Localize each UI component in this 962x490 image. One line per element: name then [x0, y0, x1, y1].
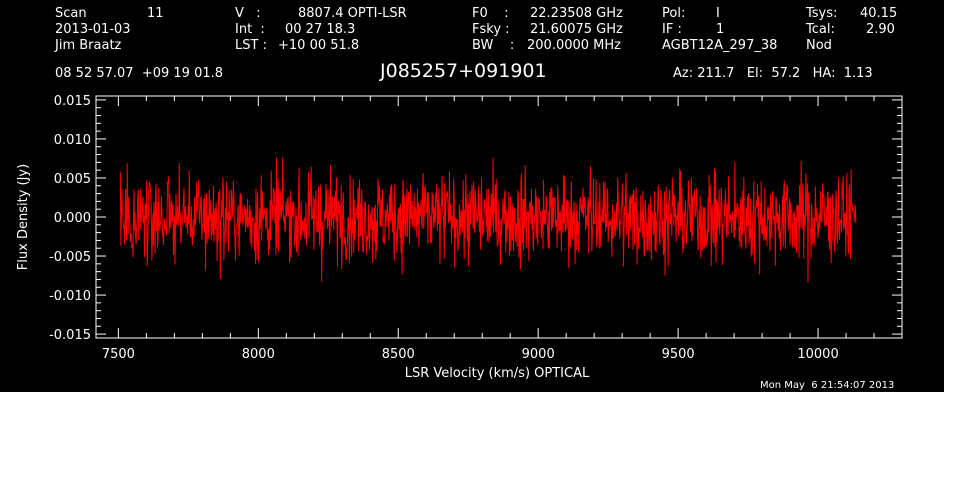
az-el-ha: Az: 211.7 El: 57.2 HA: 1.13 — [673, 66, 873, 81]
spectrum-trace-group — [119, 156, 857, 283]
tsys-label: Tsys: — [806, 6, 838, 21]
y-tick-label: -0.010 — [49, 289, 91, 304]
y-tick-label: 0.015 — [54, 94, 91, 109]
polarization-label: Pol: — [662, 6, 686, 21]
rest-frequency-value: 22.23508 GHz — [530, 6, 623, 21]
if-value: 1 — [716, 22, 725, 37]
x-tick-label: 8000 — [242, 347, 275, 362]
y-tick-label: 0.010 — [54, 133, 91, 148]
sky-frequency-label: Fsky : — [472, 22, 510, 37]
spectrum-chart: 7500 8000 8500 9000 9500 10000 0.015 0.010 0.005… — [16, 94, 903, 381]
plot-timestamp: Mon May 6 21:54:07 2013 — [760, 380, 895, 391]
integration-label: Int : — [235, 22, 265, 37]
y-tick-label: 0.000 — [54, 211, 91, 226]
rest-frequency-label: F0 : — [472, 6, 509, 21]
plot-frame — [95, 95, 903, 339]
lst-value: +10 00 51.8 — [278, 38, 360, 53]
x-tick-label: 9500 — [662, 347, 695, 362]
tick-labels: 7500 8000 8500 9000 9500 10000 0.015 0.010 0.005… — [49, 94, 839, 362]
scan-label: Scan — [55, 6, 87, 21]
tcal-value: 2.90 — [866, 22, 895, 37]
x-tick-label: 7500 — [102, 347, 135, 362]
tcal-label: Tcal: — [806, 22, 835, 37]
velocity-value: 8807.4 OPTI-LSR — [298, 6, 407, 21]
lst-label: LST : — [235, 38, 267, 53]
switching-mode: Nod — [806, 38, 832, 53]
x-tick-label: 9000 — [522, 347, 555, 362]
observer-name: Jim Braatz — [55, 38, 122, 53]
observation-date: 2013-01-03 — [55, 22, 131, 37]
x-tick-label: 10000 — [797, 347, 838, 362]
x-axis-label: LSR Velocity (km/s) OPTICAL — [405, 366, 590, 381]
x-tick-label: 8500 — [382, 347, 415, 362]
tick-marks — [96, 96, 902, 338]
y-tick-label: -0.015 — [49, 328, 91, 343]
plot-window: Scan 11 2013-01-03 Jim Braatz V : 8807.4… — [0, 0, 944, 392]
integration-value: 00 27 18.3 — [285, 22, 356, 37]
source-coordinates: 08 52 57.07 +09 19 01.8 — [55, 66, 224, 81]
project-id: AGBT12A_297_38 — [662, 38, 778, 53]
y-axis-label: Flux Density (Jy) — [16, 164, 31, 270]
sky-frequency-value: 21.60075 GHz — [530, 22, 623, 37]
y-tick-label: -0.005 — [49, 250, 91, 265]
y-tick-label: 0.005 — [54, 172, 91, 187]
bandwidth-label: BW : — [472, 38, 515, 53]
spectrum-series-line — [119, 156, 857, 283]
polarization-value: I — [716, 6, 720, 21]
tsys-value: 40.15 — [860, 6, 898, 21]
source-name: J085257+091901 — [380, 60, 547, 82]
scan-number: 11 — [147, 6, 164, 21]
bandwidth-value: 200.0000 MHz — [527, 38, 621, 53]
if-label: IF : — [662, 22, 682, 37]
velocity-label: V : — [235, 6, 261, 21]
